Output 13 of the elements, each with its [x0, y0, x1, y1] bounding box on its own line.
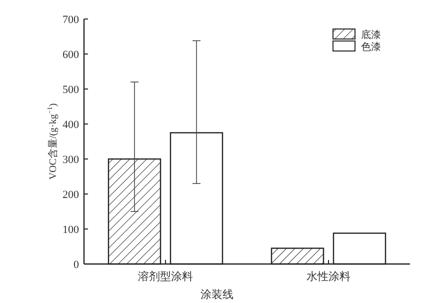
- legend-label: 底漆: [361, 29, 381, 41]
- y-tick-label: 200: [62, 189, 80, 201]
- legend-label: 色漆: [361, 41, 381, 53]
- y-tick-label: 300: [62, 154, 80, 166]
- y-tick-label: 0: [74, 259, 80, 271]
- y-tick-label: 500: [62, 84, 80, 96]
- y-tick-label: 700: [62, 14, 80, 26]
- x-tick-label: 水性涂料: [306, 270, 350, 283]
- x-tick-label: 溶剂型涂料: [138, 270, 193, 283]
- y-tick-label: 600: [62, 49, 80, 61]
- y-tick-label: 400: [62, 119, 80, 131]
- x-axis-title: 涂装线: [200, 288, 234, 301]
- y-tick-label: 100: [62, 224, 80, 236]
